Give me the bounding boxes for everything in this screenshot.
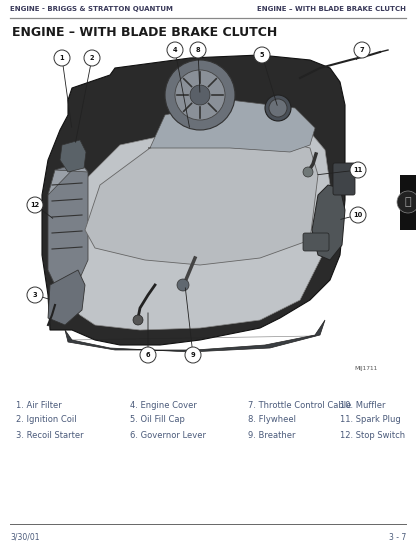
Polygon shape	[48, 270, 85, 325]
Text: ENGINE - BRIGGS & STRATTON QUANTUM: ENGINE - BRIGGS & STRATTON QUANTUM	[10, 6, 173, 12]
Text: 4: 4	[173, 47, 177, 53]
Text: 10. Muffler: 10. Muffler	[340, 401, 386, 410]
Circle shape	[350, 207, 366, 223]
Text: 5. Oil Fill Cap: 5. Oil Fill Cap	[130, 416, 185, 424]
Circle shape	[265, 95, 291, 121]
Circle shape	[254, 47, 270, 63]
Polygon shape	[60, 140, 86, 172]
Polygon shape	[75, 128, 330, 330]
Polygon shape	[85, 135, 318, 265]
Circle shape	[190, 42, 206, 58]
Circle shape	[177, 279, 189, 291]
Circle shape	[167, 42, 183, 58]
Circle shape	[354, 42, 370, 58]
Text: 12: 12	[30, 202, 40, 208]
Text: 6. Governor Lever: 6. Governor Lever	[130, 430, 206, 440]
Text: 9: 9	[191, 352, 196, 358]
Text: ENGINE – WITH BLADE BRAKE CLUTCH: ENGINE – WITH BLADE BRAKE CLUTCH	[257, 6, 406, 12]
Polygon shape	[65, 320, 325, 352]
Text: 3 - 7: 3 - 7	[389, 533, 406, 541]
Text: 7. Throttle Control Cable: 7. Throttle Control Cable	[248, 401, 352, 410]
Polygon shape	[312, 185, 345, 260]
Text: 1. Air Filter: 1. Air Filter	[16, 401, 62, 410]
Text: 6: 6	[146, 352, 150, 358]
Circle shape	[185, 347, 201, 363]
Polygon shape	[48, 162, 88, 285]
Text: 2. Ignition Coil: 2. Ignition Coil	[16, 416, 77, 424]
Circle shape	[397, 191, 416, 213]
Circle shape	[175, 70, 225, 120]
Polygon shape	[48, 162, 88, 195]
Text: MIJ1711: MIJ1711	[355, 366, 378, 371]
Text: 2: 2	[90, 55, 94, 61]
Text: ENGINE – WITH BLADE BRAKE CLUTCH: ENGINE – WITH BLADE BRAKE CLUTCH	[12, 25, 277, 38]
Circle shape	[350, 162, 366, 178]
Text: 12. Stop Switch: 12. Stop Switch	[340, 430, 405, 440]
Text: 7: 7	[360, 47, 364, 53]
Text: 3: 3	[33, 292, 37, 298]
Circle shape	[133, 315, 143, 325]
Text: 11. Spark Plug: 11. Spark Plug	[340, 416, 401, 424]
Circle shape	[140, 347, 156, 363]
Polygon shape	[148, 100, 315, 152]
Text: 1: 1	[59, 55, 64, 61]
Text: 9. Breather: 9. Breather	[248, 430, 295, 440]
Text: 8. Flywheel: 8. Flywheel	[248, 416, 296, 424]
Bar	[400, 175, 416, 230]
Circle shape	[165, 60, 235, 130]
Circle shape	[190, 85, 210, 105]
Text: 3/30/01: 3/30/01	[10, 533, 40, 541]
Text: 10: 10	[353, 212, 363, 218]
Text: 11: 11	[353, 167, 363, 173]
Circle shape	[54, 50, 70, 66]
Text: 3. Recoil Starter: 3. Recoil Starter	[16, 430, 84, 440]
Text: 5: 5	[260, 52, 264, 58]
Circle shape	[303, 167, 313, 177]
Text: 8: 8	[196, 47, 201, 53]
Circle shape	[269, 99, 287, 117]
Text: 4. Engine Cover: 4. Engine Cover	[130, 401, 197, 410]
FancyBboxPatch shape	[303, 233, 329, 251]
Bar	[10, 42, 386, 377]
Circle shape	[27, 197, 43, 213]
Polygon shape	[42, 55, 345, 345]
Circle shape	[84, 50, 100, 66]
FancyBboxPatch shape	[333, 163, 355, 195]
Text: 🦌: 🦌	[405, 197, 411, 207]
Circle shape	[27, 287, 43, 303]
